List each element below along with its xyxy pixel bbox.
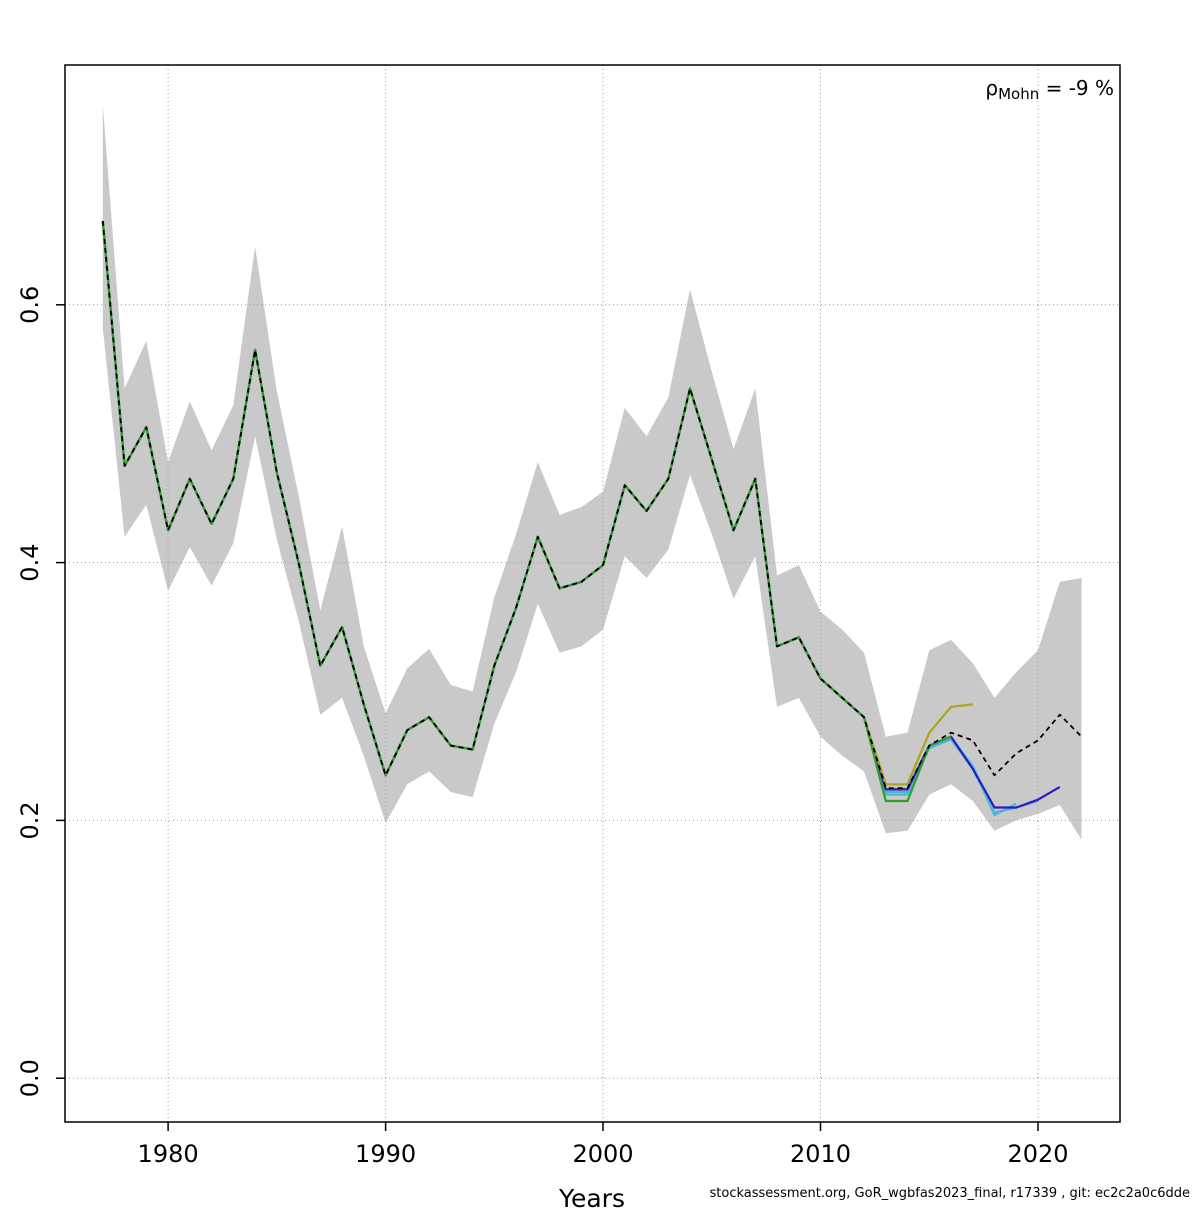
x-tick-label: 2020 — [1007, 1140, 1068, 1168]
y-tick-label: 0.0 — [16, 1059, 44, 1097]
footer-provenance-text: stockassessment.org, GoR_wgbfas2023_fina… — [709, 1186, 1190, 1201]
x-axis-title: Years — [559, 1184, 625, 1213]
x-tick-label: 1980 — [138, 1140, 199, 1168]
x-axis: 1980 1990 2000 2010 2020 — [138, 1122, 1069, 1168]
x-tick-label: 1990 — [355, 1140, 416, 1168]
rho-symbol: ρ — [985, 76, 999, 100]
rho-subscript: Mohn — [998, 85, 1040, 103]
confidence-band — [102, 105, 1082, 840]
x-tick-label: 2000 — [572, 1140, 633, 1168]
plot-border — [64, 64, 1121, 1123]
rho-value: = -9 % — [1039, 76, 1114, 100]
y-tick-label: 0.4 — [16, 544, 44, 582]
y-axis: 0.0 0.2 0.4 0.6 — [16, 286, 65, 1097]
mohn-rho-annotation: ρMohn = -9 % — [985, 76, 1114, 103]
y-tick-label: 0.6 — [16, 286, 44, 324]
y-tick-label: 0.2 — [16, 801, 44, 839]
x-tick-label: 2010 — [790, 1140, 851, 1168]
gridlines — [65, 65, 1120, 1122]
